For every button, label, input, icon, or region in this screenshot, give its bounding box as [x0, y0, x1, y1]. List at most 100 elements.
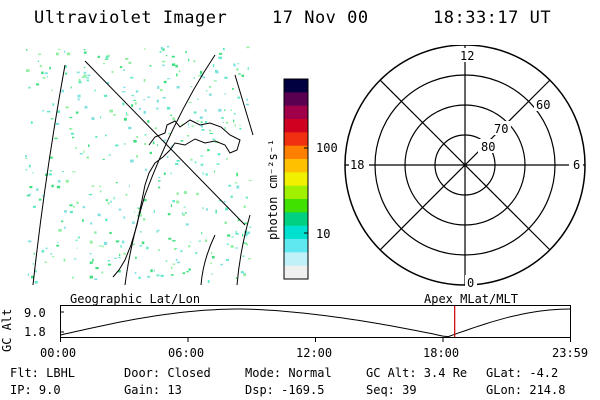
uv-speckle: [89, 240, 93, 244]
uv-speckle: [240, 271, 244, 274]
uv-speckle: [50, 157, 53, 159]
uv-speckle: [57, 48, 61, 50]
uv-speckle: [57, 242, 59, 244]
coastline: [112, 119, 241, 278]
uv-speckle: [134, 102, 137, 105]
uv-speckle: [103, 241, 108, 245]
uv-speckle: [107, 260, 110, 262]
uv-speckle: [140, 214, 142, 217]
uv-speckle: [57, 180, 61, 183]
uv-speckle: [235, 247, 238, 249]
uv-speckle: [233, 63, 236, 67]
uv-speckle: [230, 245, 234, 248]
uv-speckle: [64, 226, 66, 229]
uv-speckle: [156, 230, 158, 233]
uv-speckle: [185, 223, 189, 226]
uv-speckle: [58, 229, 62, 232]
uv-speckle: [88, 144, 90, 147]
uv-speckle: [72, 276, 74, 279]
uv-speckle: [156, 107, 159, 110]
map-grid-line: [84, 60, 246, 226]
map-grid-line: [200, 234, 216, 285]
colorbar-step: [284, 105, 308, 120]
uv-speckle: [137, 207, 140, 209]
uv-speckle: [120, 245, 122, 248]
uv-speckle: [122, 102, 124, 105]
uv-speckle: [32, 172, 34, 174]
uv-speckle: [89, 261, 93, 264]
uv-speckle: [123, 252, 127, 255]
uv-speckle: [158, 249, 160, 251]
uv-speckle: [105, 199, 108, 202]
uv-speckle: [42, 77, 46, 79]
uv-speckle: [200, 121, 203, 124]
uv-speckle: [248, 231, 251, 234]
uv-speckle: [188, 58, 190, 62]
uv-speckle: [171, 55, 175, 58]
uv-speckle: [95, 267, 99, 270]
uv-speckle: [143, 99, 145, 101]
uv-speckle: [134, 211, 136, 213]
uv-speckle: [136, 155, 138, 158]
uv-speckle: [90, 222, 93, 225]
uv-speckle: [157, 180, 161, 182]
uv-speckle: [199, 70, 203, 74]
uv-speckle: [89, 275, 93, 279]
uv-speckle: [202, 207, 204, 210]
uv-speckle: [38, 198, 42, 201]
uv-speckle: [62, 171, 65, 173]
uv-speckle: [242, 234, 244, 237]
uv-speckle: [144, 143, 147, 145]
uv-speckle: [237, 96, 241, 99]
uv-speckle: [171, 274, 174, 276]
uv-speckle: [82, 206, 86, 209]
uv-speckle: [115, 144, 119, 147]
ip-info: IP: 9.0: [10, 383, 61, 397]
altitude-curve: [60, 308, 571, 338]
uv-speckle: [224, 93, 226, 95]
uv-speckle: [79, 152, 83, 155]
uv-speckle: [83, 71, 87, 74]
uv-speckle: [128, 185, 130, 188]
uv-speckle: [236, 185, 240, 189]
uv-speckle: [113, 114, 116, 116]
uv-speckle: [172, 200, 176, 203]
uv-speckle: [232, 87, 234, 90]
map-grid-line: [32, 64, 66, 285]
uv-speckle: [239, 127, 242, 130]
uv-speckle: [66, 52, 71, 56]
uv-speckle: [242, 255, 245, 257]
uv-speckle: [102, 245, 104, 248]
uv-speckle: [180, 250, 183, 253]
uv-speckle: [32, 263, 34, 265]
uv-speckle: [114, 257, 117, 259]
uv-speckle: [235, 172, 239, 174]
uv-speckle: [86, 77, 89, 79]
geographic-map: [25, 45, 254, 285]
uv-speckle: [44, 72, 48, 75]
uv-speckle: [65, 65, 68, 68]
uv-speckle: [91, 117, 95, 120]
uv-speckle: [99, 185, 102, 187]
uv-speckle: [194, 161, 197, 164]
uv-speckle: [83, 150, 85, 154]
uv-speckle: [65, 179, 69, 183]
uv-speckle: [52, 255, 55, 258]
uv-speckle: [234, 124, 236, 127]
uv-speckle: [227, 234, 231, 237]
uv-speckle: [159, 51, 162, 53]
apex-mlat-label: Apex MLat/MLT: [424, 292, 518, 306]
uv-speckle: [130, 159, 134, 163]
uv-speckle: [211, 273, 213, 275]
uv-speckle: [81, 76, 85, 78]
uv-speckle: [220, 263, 223, 266]
uv-speckle: [72, 206, 75, 208]
uv-speckle: [94, 231, 97, 234]
uv-speckle: [197, 75, 201, 77]
geo-latlon-label: Geographic Lat/Lon: [70, 292, 201, 306]
uv-speckle: [133, 99, 137, 101]
map-grid-line: [236, 214, 251, 285]
colorbar-step: [284, 212, 308, 227]
uv-speckle: [181, 212, 184, 216]
uv-speckle: [104, 58, 109, 60]
